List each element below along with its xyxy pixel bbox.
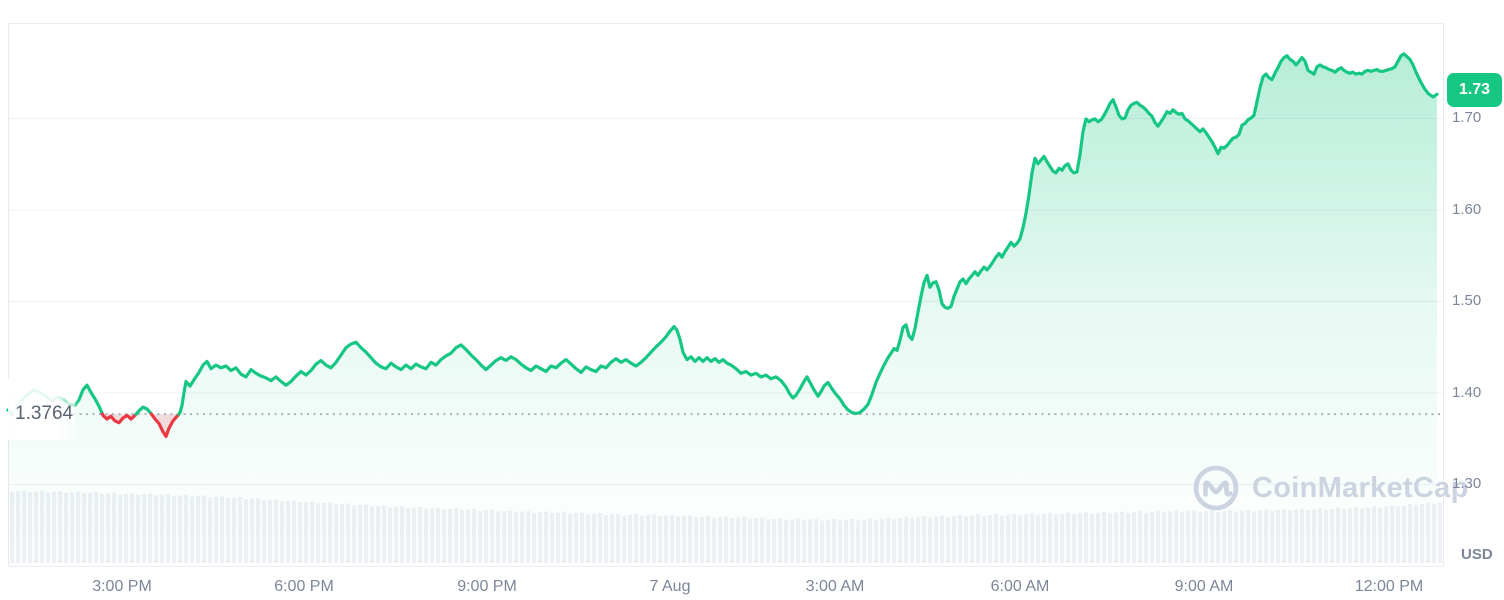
x-axis-tick-label: 6:00 AM [990,578,1050,595]
x-axis-tick-label: 9:00 AM [1174,578,1234,595]
y-axis-tick-label: 1.70 [1452,109,1482,126]
x-axis-tick-label: 7 Aug [649,578,691,595]
prev-close-price-label: 1.3764 [13,402,76,426]
price-line-down [149,412,181,438]
y-axis-tick-label: 1.50 [1452,292,1482,309]
x-axis-tick-label: 6:00 PM [274,578,334,595]
currency-unit-label: USD [1461,546,1493,563]
y-axis-tick-label: 1.60 [1452,200,1482,218]
x-axis-tick-label: 3:00 AM [805,578,865,595]
x-axis-tick-label: 3:00 PM [92,578,152,595]
y-axis-tick-label: 1.30 [1452,475,1482,492]
coinmarketcap-logo-icon [1193,465,1239,511]
y-axis-tick-label: 1.40 [1452,383,1482,401]
price-area-fill [8,53,1437,566]
price-line-up [177,52,1439,416]
x-axis-tick-label: 12:00 PM [1354,578,1424,595]
watermark-text: CoinMarketCap [1252,472,1469,504]
x-axis-tick-label: 9:00 PM [457,578,517,595]
price-line-down [100,412,138,425]
current-price-badge: 1.73 [1447,73,1502,107]
volume-bar [1438,502,1443,563]
watermark: CoinMarketCap [1192,463,1469,513]
